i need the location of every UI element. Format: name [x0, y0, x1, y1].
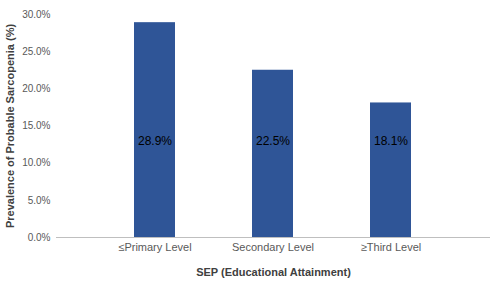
svg-text:10.0%: 10.0%	[22, 157, 50, 168]
svg-text:0.0%: 0.0%	[28, 232, 51, 243]
svg-text:22.5%: 22.5%	[256, 134, 290, 148]
svg-text:18.1%: 18.1%	[374, 134, 408, 148]
svg-text:Prevalence of Probable Sarcope: Prevalence of Probable Sarcopenia (%)	[4, 24, 16, 229]
svg-text:25.0%: 25.0%	[22, 46, 50, 57]
svg-text:20.0%: 20.0%	[22, 83, 50, 94]
svg-text:SEP (Educational Attainment): SEP (Educational Attainment)	[196, 266, 351, 278]
svg-text:≤Primary Level: ≤Primary Level	[118, 241, 191, 253]
svg-text:30.0%: 30.0%	[22, 9, 50, 20]
svg-text:5.0%: 5.0%	[28, 195, 51, 206]
svg-text:≥Third Level: ≥Third Level	[361, 241, 421, 253]
svg-text:28.9%: 28.9%	[138, 134, 172, 148]
svg-text:Secondary Level: Secondary Level	[232, 241, 314, 253]
svg-text:15.0%: 15.0%	[22, 120, 50, 131]
